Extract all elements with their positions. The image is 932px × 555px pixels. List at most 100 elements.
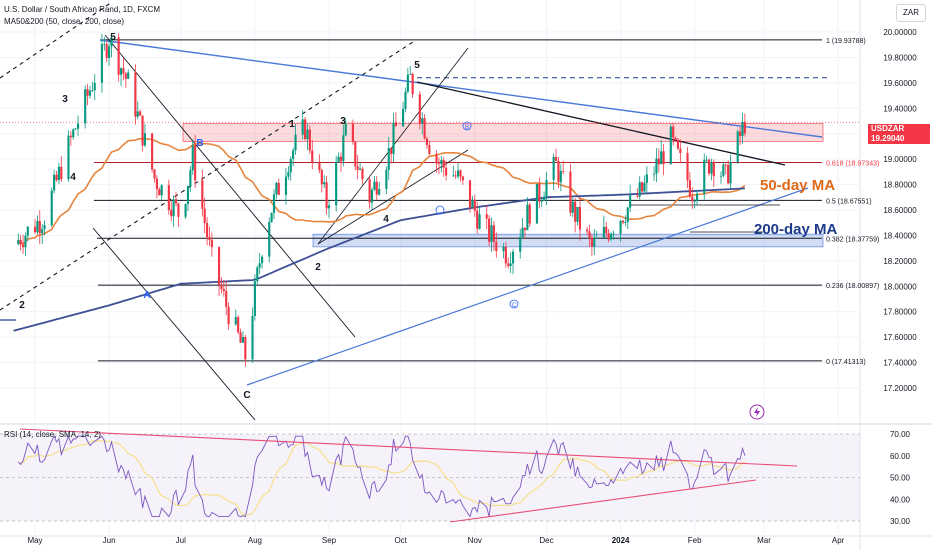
candle-body [117, 37, 120, 75]
ma200-line [13, 187, 745, 332]
candle-body [390, 148, 393, 154]
candle-body [105, 44, 108, 59]
candle-body [370, 189, 374, 203]
candle-body [69, 135, 72, 138]
candle-body [540, 200, 543, 202]
candle-body [270, 212, 273, 223]
candle-body [739, 131, 742, 136]
price-tick-label: 17.20000 [883, 384, 917, 393]
candle-body [660, 151, 663, 165]
candle-body [593, 238, 596, 247]
candle-body [222, 288, 225, 291]
time-tick-label: May [27, 536, 42, 545]
candle-body [21, 244, 25, 248]
candle-body [409, 73, 412, 75]
time-tick-label: Jun [103, 536, 116, 545]
candle-body [72, 129, 75, 138]
candle-body [543, 197, 546, 201]
candle-body [358, 168, 362, 170]
candle-body [170, 209, 173, 217]
candle-body [110, 37, 113, 47]
candle-body [342, 135, 345, 162]
rsi-tick-label: 70.00 [890, 430, 911, 439]
candle-body [356, 166, 359, 170]
candle-body [172, 199, 175, 217]
chart-legend: U.S. Dollar / South African Rand, 1D, FX… [4, 4, 160, 28]
candle-body [719, 175, 723, 177]
candle-body [351, 123, 354, 142]
price-tick-label: 19.40000 [883, 104, 917, 113]
candle-body [488, 218, 491, 242]
ticker-label: USDZAR [871, 124, 905, 133]
candle-body [454, 175, 457, 177]
candle-body [576, 206, 579, 222]
candle-body [523, 227, 527, 231]
candle-body [344, 123, 347, 136]
candle-body [476, 210, 479, 229]
candle-body [136, 111, 139, 117]
currency-button[interactable]: ZAR [896, 4, 926, 22]
wave-label: 3 [62, 94, 68, 105]
candle-body [629, 195, 632, 208]
wave-label: A [143, 290, 150, 301]
candle-body [743, 121, 746, 134]
wave-label: 1 [289, 119, 295, 130]
candle-body [535, 183, 539, 224]
candle-body [258, 263, 261, 268]
candle-body [445, 167, 448, 176]
candle-body [124, 73, 127, 79]
candle-body [227, 306, 230, 325]
symbol-legend: U.S. Dollar / South African Rand, 1D, FX… [4, 5, 161, 14]
candle-body [519, 237, 522, 252]
candle-body [492, 225, 495, 242]
candle-body [141, 115, 144, 146]
candle-body [526, 204, 529, 231]
candle-body [528, 204, 531, 224]
candle-body [695, 193, 699, 201]
rsi-legend: RSI (14, close, SMA, 14, 2) [4, 430, 101, 439]
candle-body [571, 201, 574, 213]
price-tick-label: 17.60000 [883, 333, 917, 342]
time-tick-label: Sep [322, 536, 337, 545]
candle-body [679, 148, 682, 154]
candle-body [284, 176, 288, 195]
candle-body [502, 246, 505, 252]
price-tick-label: 20.00000 [883, 28, 917, 37]
candle-body [289, 158, 292, 173]
price-tick-label: 19.60000 [883, 79, 917, 88]
time-tick-label: Oct [394, 536, 407, 545]
candle-body [67, 135, 70, 180]
candle-body [595, 237, 598, 239]
candle-body [392, 122, 395, 154]
candle-body [304, 119, 307, 139]
wave-label: 5 [414, 60, 420, 71]
candle-body [191, 145, 194, 171]
candle-body [36, 221, 39, 233]
candle-body [552, 156, 555, 180]
candle-body [134, 72, 137, 117]
candle-body [607, 233, 610, 240]
candle-body [437, 163, 441, 165]
candle-body [33, 226, 37, 233]
candle-body [638, 182, 641, 197]
candle-body [554, 156, 558, 161]
candle-body [268, 222, 271, 257]
candle-body [275, 182, 278, 195]
candle-body [727, 164, 730, 184]
candle-body [736, 131, 739, 163]
candle-body [225, 290, 228, 307]
candle-body [411, 73, 414, 95]
candle-body [241, 337, 245, 343]
candle-body [641, 182, 644, 192]
candle-body [511, 251, 515, 264]
candle-body [378, 188, 381, 195]
candle-body [710, 161, 713, 174]
candle-body [153, 169, 156, 179]
candle-body [707, 159, 711, 174]
candle-body [578, 206, 582, 230]
candle-body [201, 180, 204, 209]
candle-body [636, 195, 639, 197]
fib-level-label: 0.236 (18.00897) [826, 283, 879, 290]
